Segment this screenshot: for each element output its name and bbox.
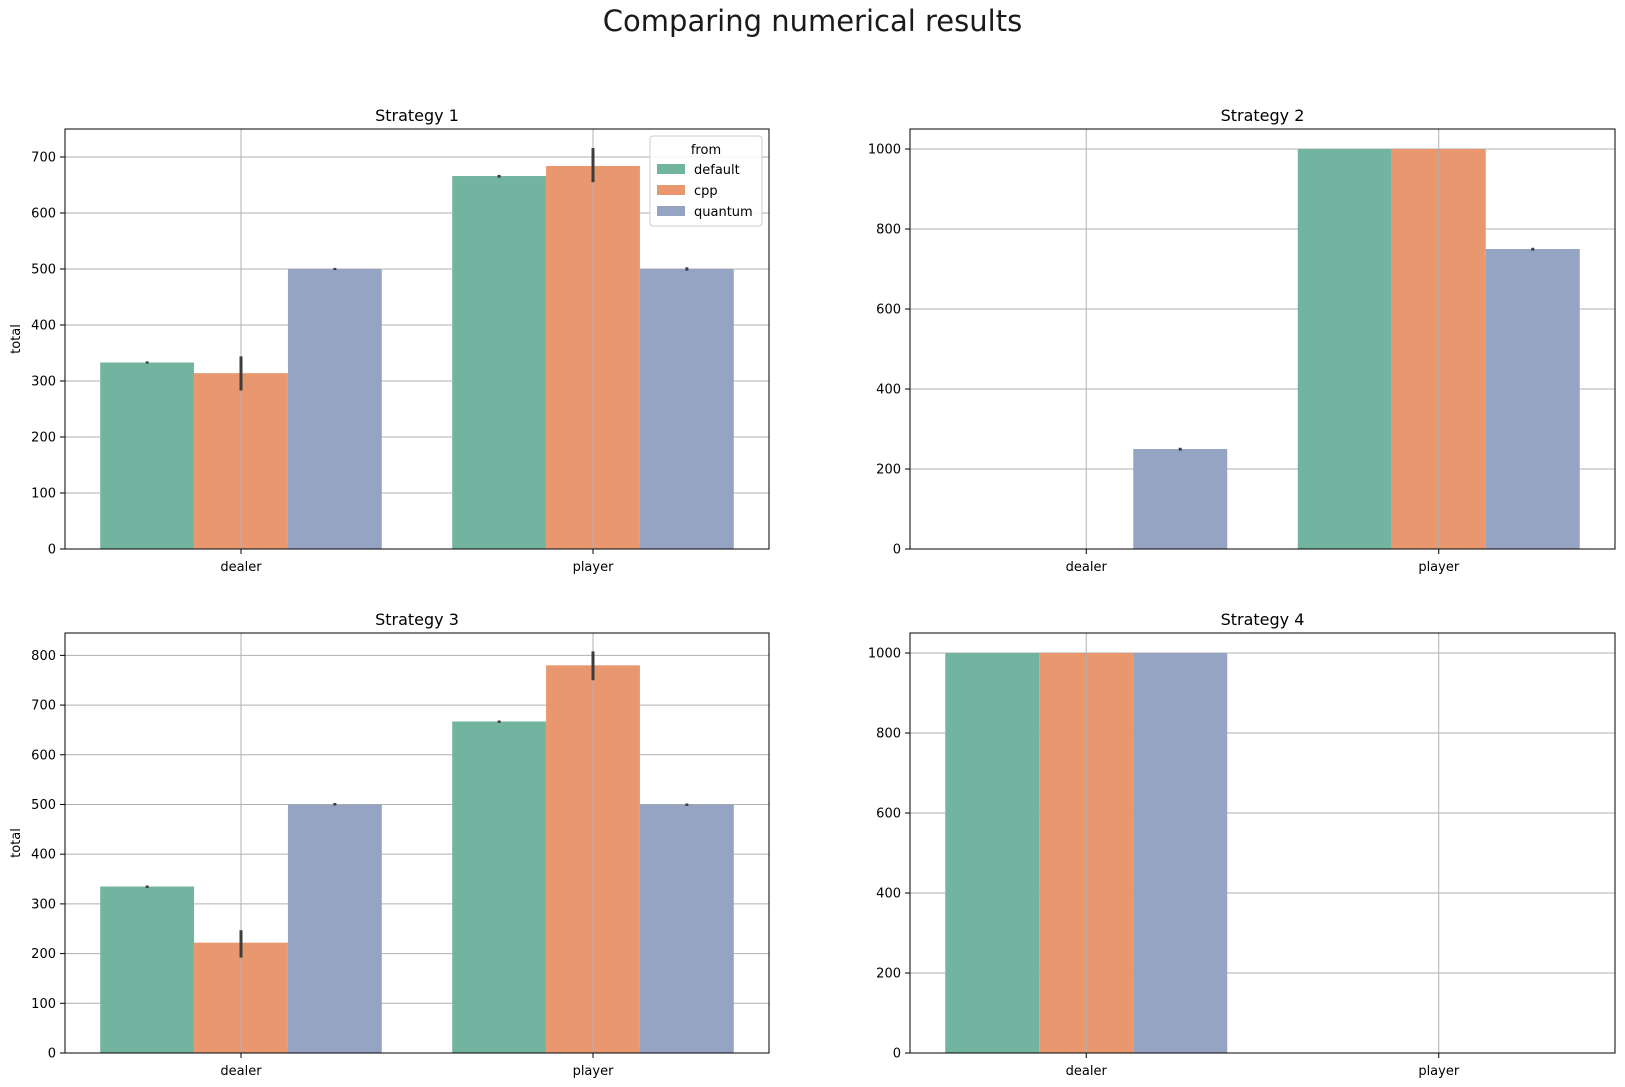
legend-label-default: default (694, 163, 740, 178)
y-tick-label: 1000 (868, 647, 901, 662)
y-tick-label: 400 (31, 848, 56, 863)
y-tick-label: 300 (31, 375, 56, 390)
y-tick-label: 200 (31, 431, 56, 446)
bar-default-player (1297, 149, 1392, 549)
axes-frame (64, 128, 770, 550)
y-tick-label: 700 (31, 151, 56, 166)
figure-title: Comparing numerical results (602, 4, 1023, 38)
x-tick-label: dealer (220, 560, 262, 575)
bar-quantum-dealer (287, 269, 382, 549)
legend-label-cpp: cpp (694, 184, 718, 199)
bar-quantum-player (639, 269, 734, 549)
y-tick-label: 700 (31, 699, 56, 714)
y-tick-label: 100 (31, 997, 56, 1012)
axes-frame (909, 632, 1616, 1054)
legend-swatch-quantum (657, 206, 685, 216)
y-tick-label: 200 (876, 463, 901, 478)
x-tick-label: dealer (1066, 1064, 1108, 1079)
y-tick-label: 400 (876, 383, 901, 398)
bar-default-dealer (945, 653, 1040, 1053)
subplot-title: Strategy 2 (1221, 106, 1305, 125)
y-tick-label: 500 (31, 263, 56, 278)
legend-swatch-default (657, 164, 685, 174)
y-tick-label: 100 (31, 487, 56, 502)
y-tick-label: 400 (876, 887, 901, 902)
legend: from default cpp quantum (649, 135, 763, 227)
y-axis-label: total (9, 324, 24, 354)
y-tick-label: 800 (31, 649, 56, 664)
bar-quantum-dealer (1133, 449, 1228, 549)
x-tick-label: dealer (1066, 560, 1108, 575)
axes-frame (64, 632, 770, 1054)
x-tick-label: player (1418, 560, 1460, 575)
y-tick-label: 600 (876, 303, 901, 318)
y-tick-label: 200 (31, 947, 56, 962)
legend-title: from (691, 143, 721, 158)
bar-default-player (452, 176, 547, 550)
x-tick-label: player (573, 560, 615, 575)
chart-panel-4: 0 200 400 600 800 1000 dealer player Strategy 4 (868, 610, 1616, 1079)
y-tick-label: 1000 (868, 143, 901, 158)
legend-label-quantum: quantum (694, 205, 753, 220)
y-tick-label: 800 (876, 223, 901, 238)
y-tick-label: 0 (893, 1047, 901, 1062)
y-tick-label: 300 (31, 897, 56, 912)
x-tick-label: player (1418, 1064, 1460, 1079)
y-tick-label: 600 (31, 207, 56, 222)
bar-default-dealer (100, 362, 195, 549)
y-tick-label: 0 (893, 543, 901, 558)
y-tick-label: 200 (876, 967, 901, 982)
bar-quantum-dealer (287, 804, 382, 1053)
y-tick-label: 600 (876, 807, 901, 822)
chart-panel-2: 0 200 400 600 800 1000 dealer player Strategy 2 (868, 106, 1616, 575)
y-tick-label: 500 (31, 798, 56, 813)
legend-swatch-cpp (657, 185, 685, 195)
chart-panel-3: 0 100 200 300 400 500 600 700 800 dealer player Str… (9, 610, 770, 1079)
bar-quantum-player (1485, 249, 1580, 549)
y-axis-label: total (9, 828, 24, 858)
x-tick-label: player (573, 1064, 615, 1079)
bar-quantum-player (639, 804, 734, 1053)
subplot-title: Strategy 3 (375, 610, 459, 629)
y-tick-label: 600 (31, 748, 56, 763)
y-tick-label: 0 (48, 1047, 56, 1062)
axes-frame (909, 128, 1616, 550)
chart-panel-1: 0 100 200 300 400 500 600 700 dealer player Strate… (9, 106, 770, 575)
x-tick-label: dealer (220, 1064, 262, 1079)
y-tick-label: 800 (876, 727, 901, 742)
subplot-title: Strategy 1 (375, 106, 459, 125)
legend-box (649, 135, 763, 227)
bar-default-player (452, 721, 547, 1053)
y-tick-label: 0 (48, 543, 56, 558)
subplot-title: Strategy 4 (1221, 610, 1305, 629)
y-tick-label: 400 (31, 319, 56, 334)
bar-quantum-dealer (1133, 653, 1228, 1053)
bar-default-dealer (100, 886, 195, 1053)
